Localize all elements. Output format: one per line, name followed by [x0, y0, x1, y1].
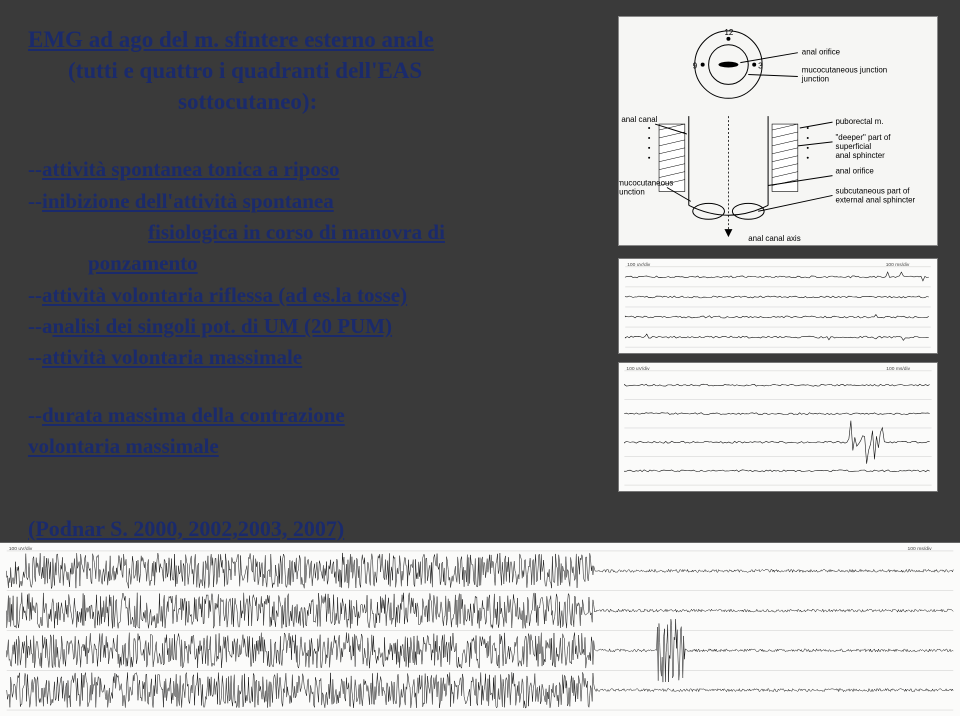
- list-item: --attività volontaria riflessa (ad es.la…: [28, 281, 588, 310]
- svg-text:100 ms/div: 100 ms/div: [886, 262, 910, 268]
- svg-text:100 uV/div: 100 uV/div: [626, 366, 650, 372]
- slide-subtitle-1: (tutti e quattro i quadranti dell'EAS: [28, 55, 588, 86]
- anat-label: anal orifice: [835, 167, 874, 176]
- anat-label: junction: [801, 74, 829, 83]
- dash: --: [28, 283, 42, 307]
- item-text: attività volontaria riflessa: [42, 283, 278, 307]
- emg-panel-maximal: 100 uV/div 100 ms/div: [0, 542, 960, 716]
- item-text: attività volontaria massimale: [42, 345, 302, 369]
- anat-label: puborectal m.: [835, 117, 883, 126]
- slide-title: EMG ad ago del m. sfintere esterno anale: [28, 24, 588, 55]
- svg-text:100 uV/div: 100 uV/div: [627, 262, 651, 268]
- text-content: EMG ad ago del m. sfintere esterno anale…: [28, 24, 588, 542]
- list-item: volontaria massimale: [28, 432, 588, 461]
- slide-subtitle-2: sottocutaneo):: [28, 86, 588, 117]
- anat-label: anal canal axis: [748, 234, 800, 243]
- label-12: 12: [724, 28, 733, 37]
- item-text: (20 PUM): [304, 314, 392, 338]
- item-text: volontaria massimale: [28, 434, 219, 458]
- svg-text:100 uV/div: 100 uV/div: [9, 546, 33, 552]
- emg-panel-reflex: 100 uV/div 100 ms/div: [618, 362, 938, 492]
- list-item: fisiologica in corso di manovra di: [28, 218, 588, 247]
- anat-label: mucocutaneous: [619, 179, 673, 188]
- item-text: inibizione dell'attività spontanea: [42, 189, 334, 213]
- item-text: nalisi dei singoli pot. di UM: [53, 314, 304, 338]
- anat-label: mucocutaneous junction: [802, 66, 887, 75]
- reference-block: (Podnar S. 2000, 2002,2003, 2007): [28, 516, 588, 542]
- list-item: --inibizione dell'attività spontanea: [28, 187, 588, 216]
- svg-text:100 ms/div: 100 ms/div: [908, 546, 933, 552]
- bullet-list: --attività spontanea tonica a riposo --i…: [28, 155, 588, 542]
- anat-label: junction: [619, 187, 645, 196]
- list-item: --durata massima della contrazione: [28, 401, 588, 430]
- list-item: --attività volontaria massimale: [28, 343, 588, 372]
- anat-label: anal sphincter: [835, 151, 885, 160]
- dash: --: [28, 189, 42, 213]
- reference: (Podnar S. 2000, 2002,2003, 2007): [28, 516, 344, 541]
- item-text: ponzamento: [88, 251, 198, 275]
- dash: --: [28, 345, 42, 369]
- anat-label: external anal sphincter: [835, 195, 915, 204]
- dash: --: [28, 157, 42, 181]
- anat-label: "deeper" part of: [835, 133, 891, 142]
- item-text: fisiologica in corso di manovra di: [148, 220, 445, 244]
- dash: --: [28, 403, 42, 427]
- item-text: attività spontanea tonica a riposo: [42, 157, 340, 181]
- item-text: durata massima della contrazione: [42, 403, 345, 427]
- anat-label: subcutaneous part of: [835, 186, 910, 195]
- anat-label: anal canal: [621, 115, 657, 124]
- list-item: --attività spontanea tonica a riposo: [28, 155, 588, 184]
- svg-text:100 ms/div: 100 ms/div: [886, 366, 910, 372]
- anatomy-diagram: 12 9 3 anal orifice mucocutaneous juncti…: [618, 16, 938, 246]
- anat-label: superficial: [835, 142, 871, 151]
- list-item: ponzamento: [28, 249, 588, 278]
- label-3: 3: [758, 62, 763, 71]
- list-item: --analisi dei singoli pot. di UM (20 PUM…: [28, 312, 588, 341]
- anat-label: anal orifice: [802, 48, 841, 57]
- label-9: 9: [693, 62, 698, 71]
- item-text: (ad es.la tosse): [278, 283, 407, 307]
- lower-block: --durata massima della contrazione volon…: [28, 401, 588, 462]
- dash: --a: [28, 314, 53, 338]
- emg-panel-rest: 100 uV/div 100 ms/div: [618, 258, 938, 354]
